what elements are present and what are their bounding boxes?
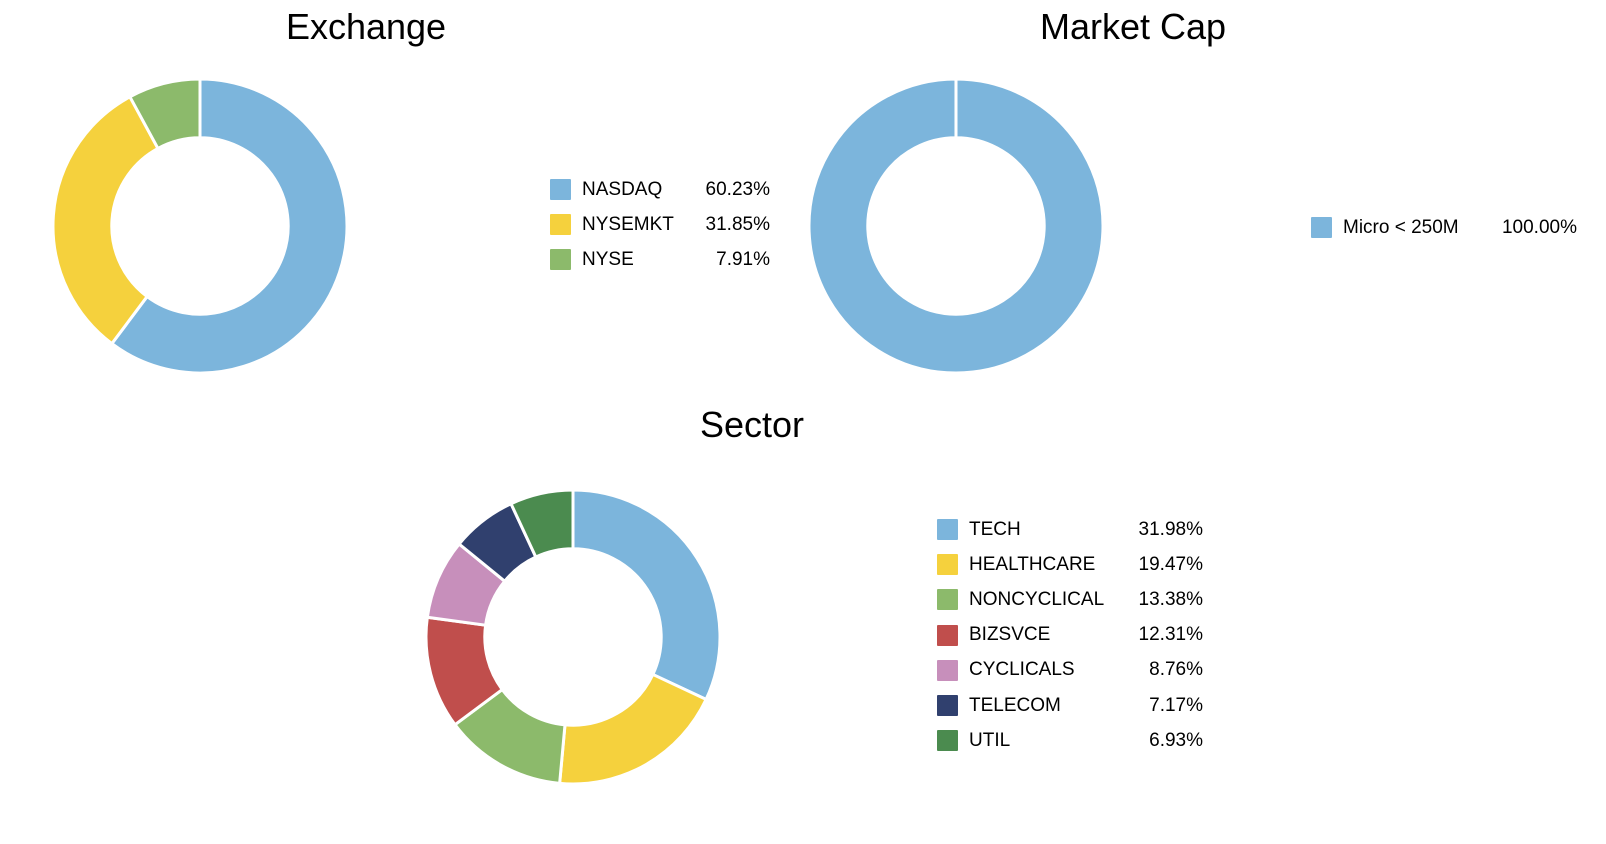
chart-title-sector: Sector bbox=[699, 404, 805, 445]
legend-swatch-util bbox=[937, 730, 958, 752]
legend-label: CYCLICALS bbox=[969, 659, 1075, 681]
legend-swatch-nyse bbox=[550, 249, 571, 271]
legend-label: TELECOM bbox=[969, 694, 1061, 716]
legend-value: 7.17% bbox=[1149, 694, 1203, 716]
legend-item-cyclicals[interactable]: CYCLICALS 8.76% bbox=[937, 653, 1203, 688]
legend-label: NONCYCLICAL bbox=[969, 588, 1105, 610]
legend-value: 8.76% bbox=[1149, 659, 1203, 681]
donut-market-cap bbox=[807, 77, 1105, 375]
legend-item-tech[interactable]: TECH 31.98% bbox=[937, 512, 1203, 547]
legend-swatch-bizsvce bbox=[937, 624, 958, 646]
legend-swatch-micro-250m bbox=[1311, 217, 1332, 239]
legend-label: NASDAQ bbox=[582, 178, 663, 200]
legend-value: 6.93% bbox=[1149, 729, 1203, 751]
legend-item-nasdaq[interactable]: NASDAQ 60.23% bbox=[550, 172, 770, 207]
legend-label: BIZSVCE bbox=[969, 624, 1051, 646]
legend-item-nysemkt[interactable]: NYSEMKT 31.85% bbox=[550, 207, 770, 242]
legend-label: NYSEMKT bbox=[582, 213, 674, 235]
legend-label: HEALTHCARE bbox=[969, 553, 1096, 575]
donut-slice-util[interactable] bbox=[509, 488, 575, 560]
chart-title-exchange: Exchange bbox=[285, 6, 447, 47]
legend-value: 7.91% bbox=[716, 248, 770, 270]
donut-slice-micro-250m[interactable] bbox=[807, 77, 1105, 375]
legend-value: 12.31% bbox=[1138, 624, 1203, 646]
legend-label: UTIL bbox=[969, 729, 1011, 751]
donut-slice-healthcare[interactable] bbox=[557, 672, 709, 786]
legend-value: 31.98% bbox=[1138, 518, 1203, 540]
legend-swatch-telecom bbox=[937, 695, 958, 717]
donut-exchange bbox=[51, 77, 349, 375]
legend-item-bizsvce[interactable]: BIZSVCE 12.31% bbox=[937, 618, 1203, 653]
legend-item-telecom[interactable]: TELECOM 7.17% bbox=[937, 688, 1203, 723]
legend-label: NYSE bbox=[582, 248, 634, 270]
legend-value: 13.38% bbox=[1138, 588, 1203, 610]
legend-swatch-cyclicals bbox=[937, 659, 958, 681]
legend-swatch-tech bbox=[937, 519, 958, 541]
legend-item-healthcare[interactable]: HEALTHCARE 19.47% bbox=[937, 547, 1203, 582]
donut-slice-nasdaq[interactable] bbox=[109, 77, 349, 375]
legend-value: 60.23% bbox=[705, 178, 770, 200]
legend-swatch-noncyclical bbox=[937, 589, 958, 611]
legend-sector: TECH 31.98% HEALTHCARE 19.47% NONCYCLICAL 13.… bbox=[937, 512, 1203, 758]
donut-slice-nysemkt[interactable] bbox=[51, 94, 160, 346]
legend-exchange: NASDAQ 60.23% NYSEMKT 31.85% NYSE 7.91% bbox=[550, 172, 770, 278]
legend-item-util[interactable]: UTIL 6.93% bbox=[937, 723, 1203, 758]
donut-slice-tech[interactable] bbox=[571, 488, 722, 702]
legend-swatch-healthcare bbox=[937, 554, 958, 576]
legend-item-nyse[interactable]: NYSE 7.91% bbox=[550, 242, 770, 277]
donut-slice-nyse[interactable] bbox=[127, 77, 202, 151]
legend-swatch-nasdaq bbox=[550, 179, 571, 201]
legend-item-noncyclical[interactable]: NONCYCLICAL 13.38% bbox=[937, 582, 1203, 617]
legend-item-micro-250m[interactable]: Micro < 250M 100.00% bbox=[1311, 210, 1577, 245]
donut-sector bbox=[424, 488, 722, 786]
legend-value: 31.85% bbox=[705, 213, 770, 235]
legend-label: TECH bbox=[969, 518, 1021, 540]
chart-title-market-cap: Market Cap bbox=[1039, 6, 1227, 47]
legend-swatch-nysemkt bbox=[550, 214, 571, 236]
legend-label: Micro < 250M bbox=[1343, 216, 1459, 238]
legend-market-cap: Micro < 250M 100.00% bbox=[1311, 210, 1577, 245]
legend-value: 100.00% bbox=[1501, 216, 1577, 238]
legend-value: 19.47% bbox=[1138, 553, 1203, 575]
